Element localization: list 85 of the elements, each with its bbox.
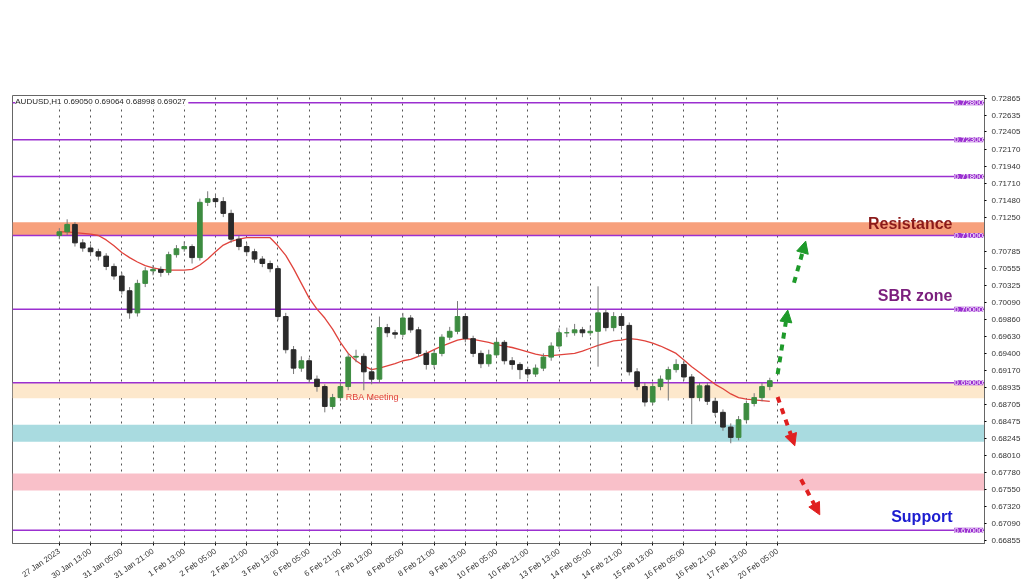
- candlestick: [673, 358, 679, 374]
- ref-line-label: 0.72800: [954, 98, 984, 108]
- candlestick: [696, 382, 703, 402]
- candlestick: [493, 338, 500, 359]
- y-tick-label: 0.68705: [991, 400, 1021, 410]
- y-tick-label: 0.72170: [991, 144, 1021, 154]
- y-tick-label: 0.68245: [991, 434, 1021, 443]
- candlestick: [353, 349, 359, 363]
- candlestick: [610, 311, 617, 332]
- y-tick-label: 0.67550: [991, 485, 1021, 495]
- candlestick: [704, 382, 711, 406]
- candlestick: [306, 357, 313, 384]
- candlestick: [587, 324, 594, 337]
- y-tick-label: 0.69860: [991, 315, 1021, 324]
- candlestick: [118, 271, 125, 295]
- y-tick-label: 0.68475: [991, 417, 1021, 427]
- candlestick: [712, 397, 718, 417]
- y-tick-label: 0.72635: [991, 110, 1021, 120]
- candlestick: [142, 266, 149, 288]
- candlestick: [548, 341, 555, 362]
- ref-line-label: 0.69000: [954, 378, 984, 388]
- candlestick: [735, 415, 742, 441]
- y-tick-label: 0.69630: [991, 331, 1021, 341]
- y-tick-label: 0.71250: [991, 212, 1021, 222]
- candlestick: [337, 382, 344, 402]
- candlestick: [126, 286, 133, 320]
- y-tick-label: 0.67090: [991, 519, 1021, 529]
- y-tick-label: 0.72405: [991, 127, 1021, 137]
- candlestick: [720, 408, 726, 432]
- y-tick-label: 0.71710: [991, 178, 1021, 188]
- candlestick: [423, 349, 430, 371]
- y-tick-label: 0.71940: [991, 161, 1021, 171]
- candlestick: [415, 326, 422, 358]
- candlestick: [759, 382, 765, 402]
- annotation: RBA Meeting: [345, 391, 399, 402]
- y-tick-label: 0.70555: [991, 263, 1021, 273]
- candlestick: [392, 329, 398, 340]
- candlestick: [150, 264, 156, 276]
- candlestick: [290, 345, 297, 375]
- y-tick-label: 0.67320: [991, 502, 1021, 512]
- candlestick: [642, 382, 648, 407]
- candlestick: [321, 383, 328, 413]
- y-tick-label: 0.69170: [991, 365, 1021, 375]
- candlestick: [454, 300, 461, 335]
- annotation: SBR zone: [877, 287, 953, 305]
- candlestick: [314, 375, 320, 393]
- candlestick: [681, 360, 687, 382]
- y-tick-label: 0.70785: [991, 246, 1021, 256]
- candlestick: [360, 352, 367, 391]
- candlestick: [603, 308, 609, 332]
- candlestick: [470, 335, 476, 358]
- y-tick-label: 0.70325: [991, 280, 1021, 290]
- ref-line-label: 0.71800: [954, 172, 984, 182]
- y-tick-label: 0.70090: [991, 298, 1021, 308]
- candlestick: [189, 243, 195, 264]
- y-tick-label: 0.72865: [991, 93, 1021, 103]
- candlestick: [462, 313, 469, 343]
- ref-line-label: 0.71000: [954, 231, 984, 240]
- candlestick: [439, 333, 445, 357]
- ref-line-label: 0.72300: [954, 135, 984, 145]
- ref-line-label: 0.70000: [954, 304, 984, 314]
- y-tick-label: 0.68935: [991, 383, 1021, 393]
- annotation: Support: [891, 508, 954, 526]
- candlestick: [688, 373, 695, 425]
- candlestick: [649, 382, 656, 406]
- y-tick-label: 0.71480: [991, 195, 1021, 205]
- candlestick: [501, 339, 508, 365]
- candlestick: [743, 400, 750, 424]
- candlestick: [400, 312, 406, 338]
- y-tick-label: 0.67780: [991, 468, 1021, 478]
- candlestick: [556, 327, 562, 350]
- ref-line-label: 0.67000: [954, 525, 984, 535]
- candlestick: [165, 251, 172, 276]
- candlestick: [595, 285, 601, 368]
- candlestick: [72, 221, 78, 248]
- candlestick: [517, 361, 523, 380]
- candlestick: [431, 349, 437, 369]
- candlestick: [665, 366, 672, 402]
- chart-title: AUDUSD,H1 0.69050 0.69064 0.68998 0.69027: [15, 96, 187, 106]
- y-tick-label: 0.68010: [991, 451, 1021, 461]
- candlestick: [727, 422, 734, 444]
- candlestick: [634, 367, 640, 391]
- candlestick: [220, 196, 227, 218]
- y-tick-label: 0.66855: [991, 536, 1021, 546]
- y-tick-label: 0.69400: [991, 348, 1021, 358]
